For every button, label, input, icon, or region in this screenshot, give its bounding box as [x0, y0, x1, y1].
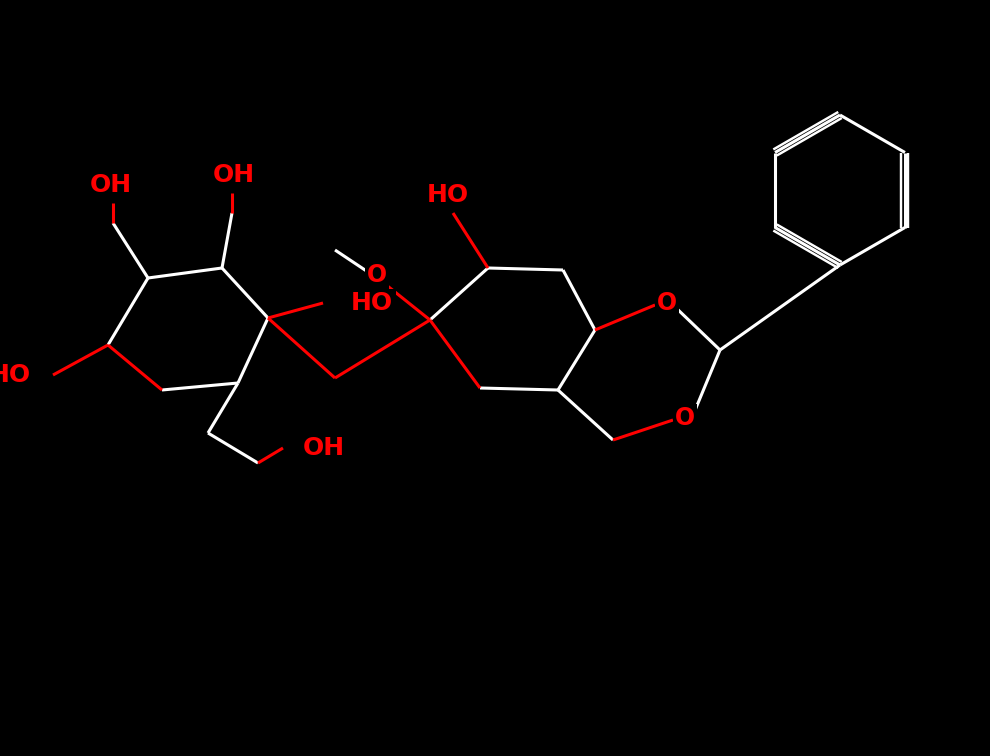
Text: HO: HO: [351, 291, 393, 315]
Text: HO: HO: [427, 183, 469, 207]
Text: OH: OH: [90, 173, 132, 197]
Text: O: O: [675, 406, 695, 430]
Text: O: O: [657, 291, 677, 315]
Text: OH: OH: [213, 163, 255, 187]
Text: OH: OH: [303, 436, 346, 460]
Text: O: O: [367, 263, 387, 287]
Text: HO: HO: [0, 363, 31, 387]
